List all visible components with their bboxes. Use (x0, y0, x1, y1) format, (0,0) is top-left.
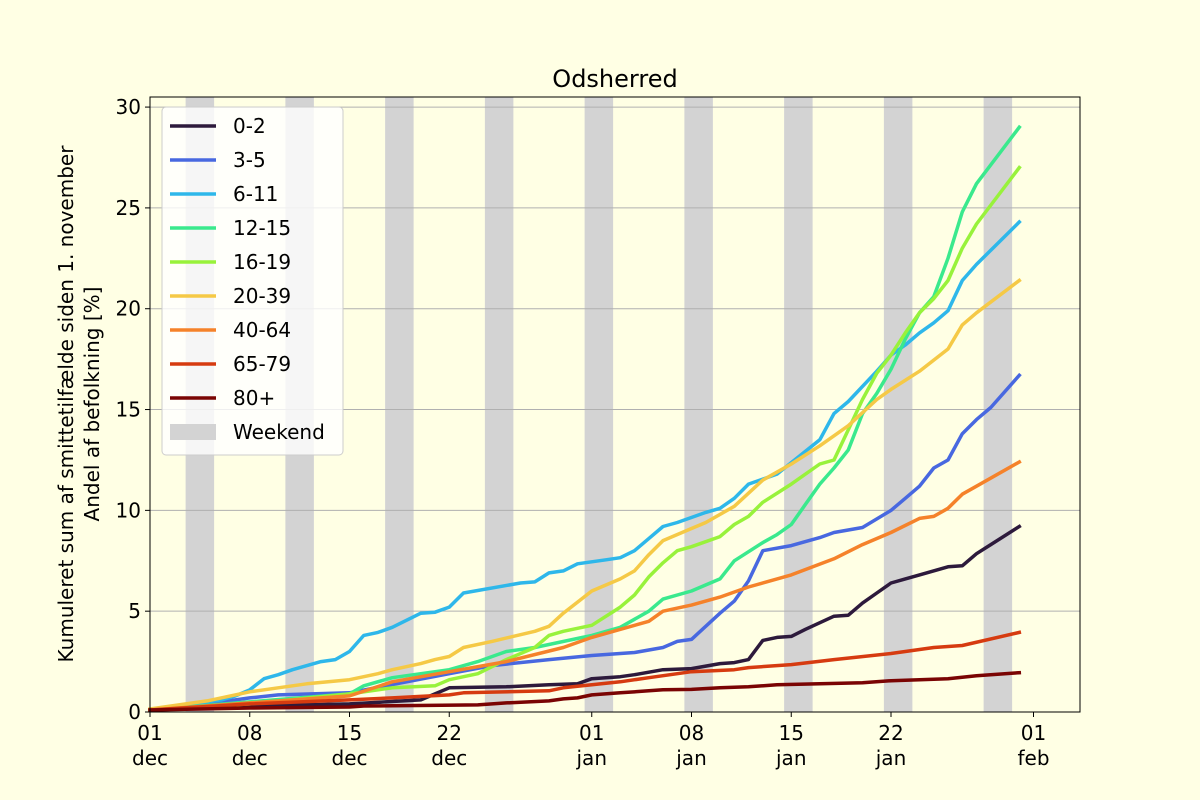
legend: 0-2 3-5 6-11 12-15 16-19 20-39 40-64 65-79 80+ We… (161, 106, 344, 456)
x-tick-label-month: jan (576, 746, 608, 770)
x-tick-label-month: dec (431, 746, 467, 770)
series-line-20-39 (148, 278, 1022, 711)
series-line-0-2 (148, 524, 1022, 712)
x-tick-label-month: feb (1017, 746, 1049, 770)
legend-label: 6-11 (233, 182, 278, 206)
series-line-12-15 (148, 124, 1022, 712)
x-tick-label-day: 08 (237, 721, 262, 745)
y-tick-label: 30 (116, 95, 141, 119)
legend-swatch-weekend (170, 424, 216, 440)
x-tick-label-day: 22 (437, 721, 462, 745)
weekend-band (684, 97, 713, 712)
y-axis-label-line1: Kumuleret sum af smittetilfælde siden 1.… (54, 145, 78, 663)
legend-label: 40-64 (233, 318, 291, 342)
y-tick-label: 20 (116, 297, 141, 321)
x-tick-label-day: 01 (579, 721, 604, 745)
legend-label: 0-2 (233, 114, 266, 138)
series-line-16-19 (148, 165, 1022, 712)
x-tick-label-month: dec (132, 746, 168, 770)
legend-label: 65-79 (233, 352, 291, 376)
series-line-80+ (148, 670, 1022, 712)
x-tick-label-month: dec (232, 746, 268, 770)
legend-label: 80+ (233, 386, 275, 410)
legend-label: 12-15 (233, 216, 291, 240)
series-lines (148, 124, 1022, 712)
x-tick-label-month: jan (675, 746, 707, 770)
x-tick-label-month: jan (875, 746, 907, 770)
series-line-3-5 (148, 372, 1022, 712)
y-tick-label: 25 (116, 196, 141, 220)
weekend-band (385, 97, 414, 712)
x-tick-label-day: 01 (137, 721, 162, 745)
legend-label: 3-5 (233, 148, 266, 172)
y-tick-label: 15 (116, 398, 141, 422)
x-tick-label-day: 01 (1021, 721, 1046, 745)
weekend-band (484, 97, 514, 712)
y-tick-label: 0 (128, 700, 141, 724)
legend-label-weekend: Weekend (233, 420, 325, 444)
y-axis: 0 5 10 15 20 25 30 (116, 95, 150, 724)
x-tick-label-day: 15 (779, 721, 804, 745)
legend-label: 16-19 (233, 250, 291, 274)
series-line-40-64 (148, 459, 1022, 712)
series-line-65-79 (148, 630, 1022, 712)
weekend-band (784, 97, 813, 712)
plot-frame (149, 96, 1081, 713)
x-tick-label-month: jan (775, 746, 807, 770)
weekend-band (584, 97, 614, 712)
x-tick-label-month: dec (332, 746, 368, 770)
x-tick-label-day: 22 (878, 721, 903, 745)
x-tick-label-day: 08 (679, 721, 704, 745)
weekend-band (983, 97, 1013, 712)
y-tick-label: 10 (116, 498, 141, 522)
legend-label: 20-39 (233, 284, 291, 308)
y-tick-label: 5 (128, 599, 141, 623)
x-axis: 01dec08dec15dec22dec01jan08jan15jan22jan… (132, 712, 1050, 770)
y-axis-label-line2: Andel af befolkning [%] (80, 287, 104, 522)
x-tick-label-day: 15 (337, 721, 362, 745)
chart-title: Odsherred (552, 65, 677, 93)
weekend-band (883, 97, 913, 712)
